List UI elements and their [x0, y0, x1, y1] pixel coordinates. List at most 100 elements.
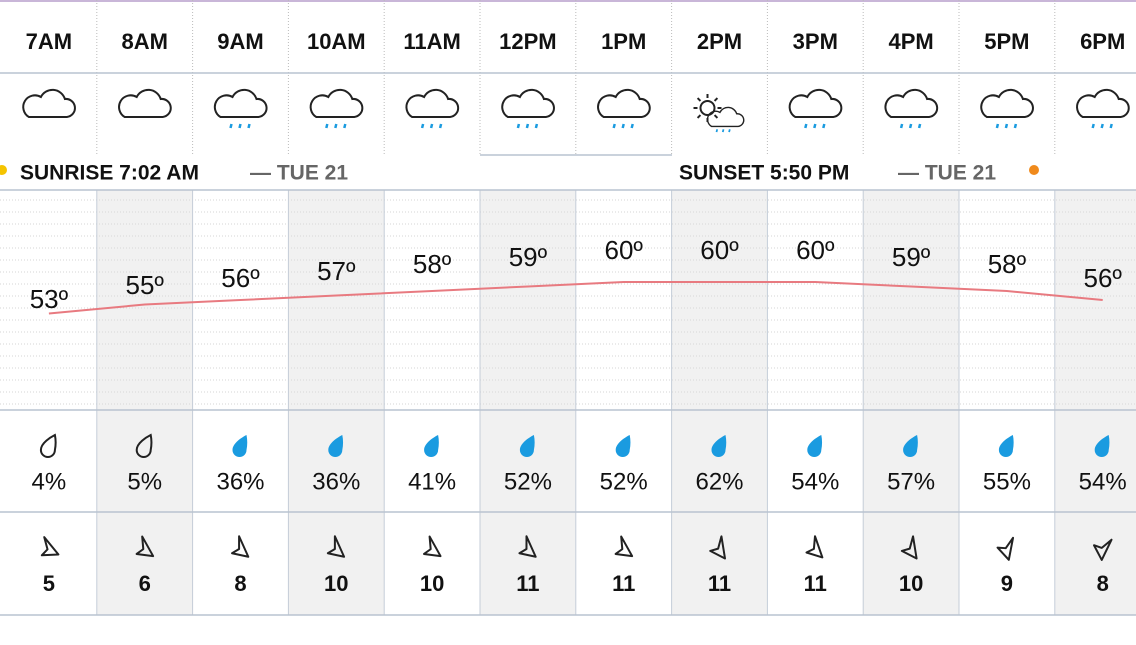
weather-icon — [405, 88, 460, 130]
cloud — [1076, 88, 1130, 118]
wind-speed: 10 — [420, 571, 444, 596]
rain — [325, 122, 347, 130]
rain — [995, 122, 1018, 130]
temperature-label: 56º — [1083, 263, 1122, 293]
precip-label: 5% — [127, 468, 162, 495]
temperature-label: 55º — [125, 270, 164, 300]
sun-ray — [696, 97, 702, 102]
hour-label: 6PM — [1080, 29, 1125, 54]
weather-icon — [884, 88, 939, 130]
wind-speed: 9 — [1001, 571, 1013, 596]
sunrise-day: — TUE 21 — [250, 162, 348, 185]
temperature-label: 57º — [317, 256, 356, 286]
cloud — [884, 88, 939, 118]
weather-icon — [693, 94, 745, 133]
hour-label: 4PM — [888, 29, 933, 54]
precip-drop — [998, 435, 1014, 457]
precip-drop — [424, 435, 439, 457]
sunset-day: — TUE 21 — [898, 162, 996, 185]
temperature-label: 59º — [509, 242, 548, 272]
precip-label: 4% — [32, 468, 67, 495]
wind-arrow — [995, 536, 1018, 563]
cloud — [706, 106, 745, 128]
wind-arrow — [34, 536, 64, 564]
cloud — [597, 88, 651, 118]
rain — [804, 122, 826, 130]
wind-arrow — [800, 535, 830, 565]
weather-icon — [309, 88, 364, 130]
shaded-column — [480, 190, 576, 615]
sun — [699, 100, 716, 116]
wind-speed: 11 — [612, 571, 635, 596]
sunrise-dot — [0, 165, 7, 175]
hour-label: 7AM — [26, 29, 72, 54]
top-strip — [0, 0, 1136, 2]
temperature-label: 60º — [604, 235, 643, 265]
hour-label: 1PM — [601, 29, 646, 54]
sunrise-label: SUNRISE 7:02 AM — [20, 162, 199, 185]
precip-drop — [807, 435, 823, 457]
temperature-label: 58º — [413, 249, 452, 279]
precip-label: 57% — [887, 468, 935, 495]
rain — [715, 128, 731, 133]
precip-label: 54% — [1079, 468, 1127, 495]
wind-speed: 11 — [804, 571, 827, 596]
weather-icon — [213, 88, 268, 130]
temperature-curve — [48, 281, 1103, 315]
precip-drop — [232, 435, 248, 457]
hour-label: 12PM — [499, 29, 556, 54]
wind-speed: 10 — [899, 571, 923, 596]
weather-icon — [501, 88, 555, 130]
precip-label: 62% — [695, 468, 743, 495]
wind-speed: 6 — [139, 571, 151, 596]
wind-speed: 5 — [43, 571, 55, 596]
hour-label: 5PM — [984, 29, 1029, 54]
sun-ray — [713, 97, 719, 102]
rain — [229, 122, 251, 130]
wind-speed: 11 — [708, 571, 731, 596]
sun-ray — [713, 114, 719, 119]
cloud — [980, 88, 1034, 118]
weather-icon — [597, 88, 651, 130]
precip-label: 41% — [408, 468, 456, 495]
rain — [612, 122, 634, 130]
precip-label: 52% — [600, 468, 648, 495]
wind-speed: 8 — [234, 571, 246, 596]
wind-speed: 11 — [516, 571, 539, 596]
precip-label: 54% — [791, 468, 839, 495]
cloud — [788, 88, 843, 118]
hour-label: 3PM — [793, 29, 838, 54]
hour-label: 8AM — [121, 29, 167, 54]
sun-ray — [696, 114, 702, 119]
hour-label: 10AM — [307, 29, 366, 54]
weather-icon — [980, 88, 1034, 130]
weather-icon — [22, 88, 76, 118]
grid — [0, 0, 1136, 616]
rain — [1091, 122, 1113, 130]
weather-icon — [1076, 88, 1130, 130]
weather-icon — [118, 88, 172, 118]
rain — [899, 122, 922, 130]
precip-label: 36% — [312, 468, 360, 495]
weather-icon — [788, 88, 843, 130]
hour-label: 9AM — [217, 29, 263, 54]
cloud — [213, 88, 268, 118]
sunset-label: SUNSET 5:50 PM — [679, 162, 849, 185]
temperature-label: 59º — [892, 242, 931, 272]
hour-label: 11AM — [403, 29, 460, 54]
temperature-label: 60º — [700, 235, 739, 265]
wind-arrow — [417, 535, 447, 564]
cloud — [22, 88, 76, 118]
temperature-label: 56º — [221, 263, 260, 293]
wind-speed: 10 — [324, 571, 348, 596]
cloud — [309, 88, 364, 118]
precip-label: 36% — [216, 468, 264, 495]
precip-drop — [615, 435, 631, 457]
precip-label: 52% — [504, 468, 552, 495]
precip-label: 55% — [983, 468, 1031, 495]
shaded-column — [96, 190, 193, 615]
rain — [516, 122, 539, 130]
wind-speed: 8 — [1097, 571, 1109, 596]
sunset-dot — [1029, 165, 1039, 175]
